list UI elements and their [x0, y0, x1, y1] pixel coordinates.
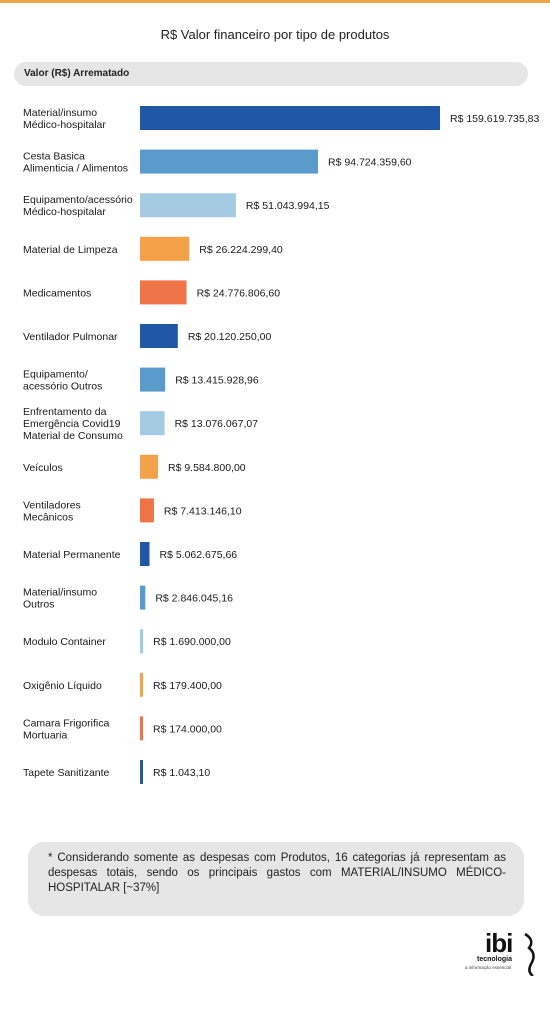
category-label: Material de Limpeza — [23, 244, 118, 256]
bar — [140, 411, 165, 436]
bar — [140, 454, 159, 479]
value-label: R$ 1.043,10 — [153, 767, 210, 779]
category-label: Material/insumo Médico-hospitalar — [23, 107, 106, 131]
value-label: R$ 24.776.806,60 — [197, 287, 281, 299]
value-label: R$ 174.000,00 — [153, 723, 222, 735]
category-label: Material/insumo Outros — [23, 587, 97, 611]
category-label: Ventilador Pulmonar — [23, 331, 118, 343]
value-label: R$ 13.415.928,96 — [175, 375, 259, 387]
category-label: Equipamento/acessório Outros — [23, 369, 102, 393]
bar — [140, 629, 144, 654]
bar — [140, 585, 146, 610]
bar — [140, 324, 178, 348]
category-label: Cesta Basica Alimenticia / Alimentos — [23, 151, 128, 175]
logo-tagline: a informação essencial — [465, 965, 512, 970]
value-label: R$ 26.224.299,40 — [199, 244, 283, 256]
bar-chart: Material/insumo Médico-hospitalar R$ 159.6… — [23, 106, 539, 784]
bar — [140, 149, 319, 174]
category-label: Camara Frigorifica Mortuaria — [23, 717, 110, 741]
top-accent-rule — [0, 0, 550, 3]
category-label: Veículos — [23, 462, 63, 474]
value-label: R$ 20.120.250,00 — [188, 331, 272, 343]
value-label: R$ 1.690.000,00 — [153, 636, 231, 648]
value-header-bar: Valor (R$) Arrematado — [14, 62, 528, 86]
bar — [140, 236, 190, 261]
footnote-text: * Considerando somente as despesas com P… — [48, 852, 506, 894]
value-label: R$ 159.619.735,83 — [450, 113, 539, 125]
logo-mark: ibi — [485, 928, 513, 958]
value-label: R$ 51.043.994,15 — [246, 200, 330, 212]
category-label: Tapete Sanitizante — [23, 767, 110, 779]
value-label: R$ 5.062.675,66 — [160, 549, 238, 561]
category-label: Ventiladores Mecânicos — [23, 499, 81, 523]
brand-logo: ibi tecnologia a informação essencial — [455, 928, 545, 978]
bar — [140, 760, 143, 784]
value-label: R$ 179.400,00 — [153, 680, 222, 692]
bar — [140, 367, 166, 392]
bar — [140, 193, 236, 218]
bar — [140, 672, 143, 697]
value-label: R$ 2.846.045,16 — [155, 593, 233, 605]
bar — [140, 542, 150, 566]
category-label: Modulo Container — [23, 636, 106, 648]
category-label: Oxigênio Líquido — [23, 680, 102, 692]
chart-title: R$ Valor financeiro por tipo de produtos — [160, 27, 390, 42]
category-label: Equipamento/acessório Médico-hospitalar — [23, 194, 133, 218]
value-label: R$ 7.413.146,10 — [164, 505, 242, 517]
bar — [140, 498, 154, 523]
logo-swirl-icon — [524, 932, 535, 976]
category-label: Medicamentos — [23, 287, 91, 299]
bar — [140, 280, 187, 305]
category-label: Enfrentamento da Emergência Covid19 Materi… — [23, 406, 123, 442]
value-label: R$ 9.584.800,00 — [168, 462, 246, 474]
footnote-box: * Considerando somente as despesas com P… — [28, 842, 524, 916]
bar — [140, 716, 143, 741]
value-label: R$ 13.076.067,07 — [175, 418, 259, 430]
value-header-label: Valor (R$) Arrematado — [24, 68, 130, 79]
bar — [140, 106, 440, 130]
category-label: Material Permanente — [23, 549, 121, 561]
value-label: R$ 94.724.359,60 — [328, 157, 412, 169]
logo-name: tecnologia — [477, 956, 513, 963]
